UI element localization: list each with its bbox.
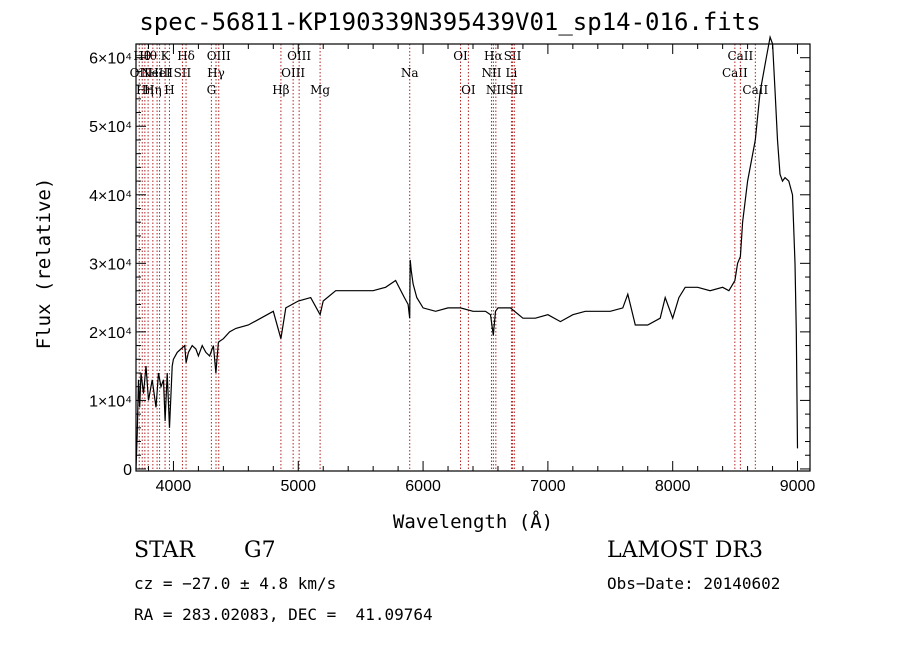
line-label-9: SII xyxy=(174,66,192,80)
line-label-17: Mg xyxy=(310,83,330,97)
survey-name: LAMOST DR3 xyxy=(607,538,763,563)
line-label-19: OI xyxy=(453,49,468,63)
line-label-21: NII xyxy=(481,66,501,80)
object-subclass: G7 xyxy=(244,538,276,563)
line-label-15: OIII xyxy=(281,66,305,80)
object-class: STAR xyxy=(134,538,195,563)
x-tick-label-5: 9000 xyxy=(780,478,816,495)
x-tick-label-1: 5000 xyxy=(280,478,316,495)
y-tick-label-2: 2×10⁴ xyxy=(89,325,132,342)
line-label-14: Hβ xyxy=(272,83,289,97)
x-tick-label-0: 4000 xyxy=(156,478,192,495)
y-tick-label-6: 6×10⁴ xyxy=(89,51,132,68)
y-axis-label: Flux (relative) xyxy=(33,178,55,350)
line-label-0: OII xyxy=(130,66,150,80)
x-tick-label-4: 8000 xyxy=(655,478,691,495)
y-tick-label-4: 4×10⁴ xyxy=(89,188,132,205)
y-tick-label-0: 0 xyxy=(123,462,132,479)
line-label-29: CaII xyxy=(742,83,768,97)
line-label-8: H xyxy=(164,83,174,97)
chart-title: spec-56811-KP190339N395439V01_sp14-016.f… xyxy=(139,8,761,36)
line-label-13: OIII xyxy=(207,49,231,63)
line-label-23: NII xyxy=(486,83,506,97)
line-label-1: Hθ xyxy=(133,49,151,63)
line-label-27: CaII xyxy=(722,66,748,80)
line-label-10: Hδ xyxy=(177,49,195,63)
observation-date: Obs−Date: 20140602 xyxy=(607,574,781,593)
x-tick-label-2: 6000 xyxy=(405,478,441,495)
line-label-3: Hθ xyxy=(139,49,157,63)
plot-frame xyxy=(135,43,811,472)
line-label-4: Hη xyxy=(144,83,162,97)
line-label-12: Hγ xyxy=(207,66,225,80)
line-label-24: SII xyxy=(504,49,522,63)
line-label-20: OI xyxy=(461,83,476,97)
line-label-7: K xyxy=(161,49,171,63)
line-label-26: Li xyxy=(506,66,518,80)
x-axis-label: Wavelength (Å) xyxy=(393,510,553,533)
line-label-6: HeI xyxy=(148,66,171,80)
line-label-25: SII xyxy=(505,83,523,97)
y-tick-label-3: 3×10⁴ xyxy=(89,256,132,273)
line-label-18: Na xyxy=(401,66,419,80)
line-label-16: OIII xyxy=(287,49,311,63)
redshift-info: cz = −27.0 ± 4.8 km/s xyxy=(134,574,337,593)
line-label-22: Hα xyxy=(484,49,503,63)
x-tick-label-3: 7000 xyxy=(530,478,566,495)
line-label-11: G xyxy=(207,83,217,97)
y-tick-label-5: 5×10⁴ xyxy=(89,119,132,136)
line-label-28: CaII xyxy=(727,49,753,63)
line-label-2: Hη xyxy=(136,83,154,97)
line-markers-layer: OIIHθHηHθHηNeIIIHeIKHSIIHδGHγOIIIHβOIIIO… xyxy=(130,44,768,471)
y-tick-label-1: 1×10⁴ xyxy=(89,393,132,410)
axis-ticks-layer: 4000 5000 6000 7000 8000 9000 0 1×10⁴ 2×10⁴ 3×10⁴… xyxy=(89,44,815,495)
coordinates: RA = 283.02083, DEC = 41.09764 xyxy=(134,605,433,624)
spectrum-line xyxy=(135,34,799,469)
